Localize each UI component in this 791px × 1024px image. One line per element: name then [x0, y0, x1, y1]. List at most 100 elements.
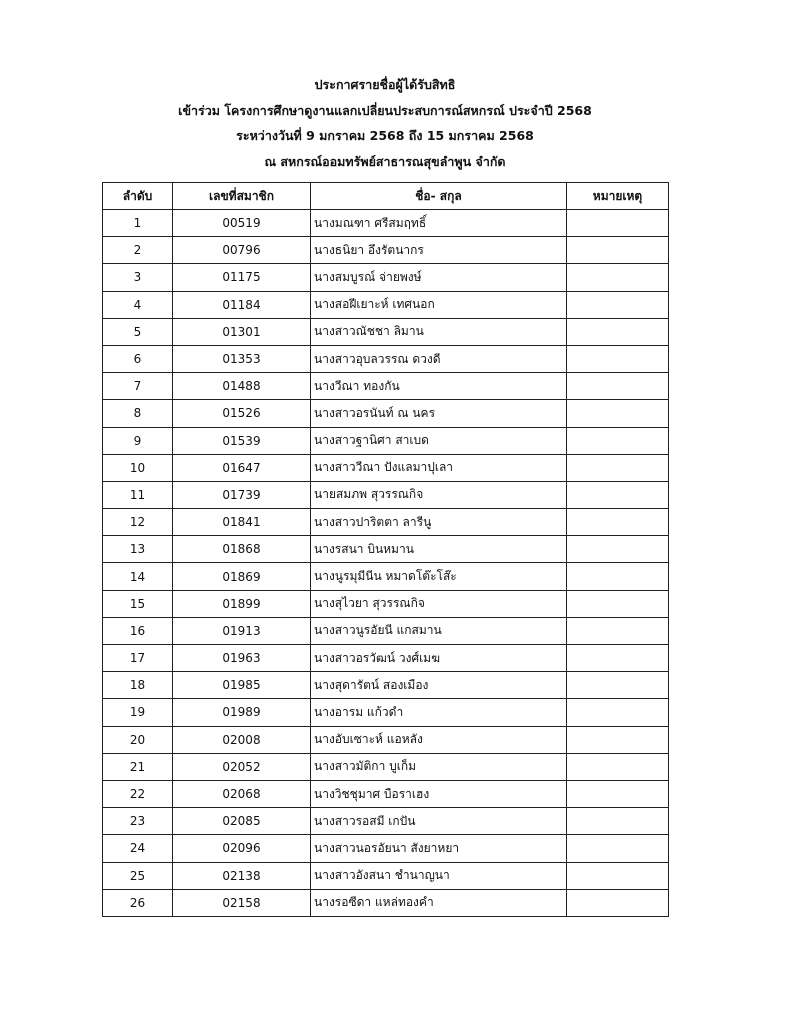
cell-member-number: 01841 [172, 508, 311, 537]
cell-name: นางวีณา ทองกัน [310, 372, 567, 401]
table-row: 5 01301 นางสาวณัชชา ลิมาน [102, 317, 669, 346]
cell-remark [566, 426, 669, 455]
cell-name: นางสาวณัชชา ลิมาน [310, 317, 567, 346]
cell-name: นางสาวอังสนา ชำนาญนา [310, 861, 567, 890]
cell-name: นางสาวรอสมี เกปัน [310, 807, 567, 836]
cell-order: 20 [102, 725, 173, 754]
cell-remark [566, 453, 669, 482]
cell-remark [566, 589, 669, 618]
header-name: ชื่อ- สกุล [310, 182, 567, 210]
cell-member-number: 02008 [172, 725, 311, 754]
cell-name: นางสาวมัติกา บูเก็ม [310, 752, 567, 781]
header-remark: หมายเหตุ [566, 182, 669, 210]
table-row: 8 01526 นางสาวอรนันท์ ณ นคร [102, 399, 669, 428]
cell-order: 25 [102, 861, 173, 890]
cell-remark [566, 807, 669, 836]
table-row: 18 01985 นางสุดารัตน์ สองเมือง [102, 671, 669, 700]
cell-member-number: 01989 [172, 698, 311, 727]
cell-order: 2 [102, 236, 173, 265]
cell-order: 21 [102, 752, 173, 781]
cell-order: 3 [102, 263, 173, 292]
cell-member-number: 01301 [172, 317, 311, 346]
table-row: 3 01175 นางสมบูรณ์ จ่ายพงษ์ [102, 263, 669, 292]
table-row: 10 01647 นางสาววีณา ปังแลมาปุเลา [102, 453, 669, 482]
cell-remark [566, 208, 669, 238]
table-row: 13 01868 นางรสนา บินหมาน [102, 535, 669, 564]
cell-remark [566, 508, 669, 537]
cell-member-number: 02096 [172, 834, 311, 863]
cell-remark [566, 725, 669, 754]
cell-member-number: 01868 [172, 535, 311, 564]
cell-remark [566, 344, 669, 374]
cell-member-number: 01913 [172, 616, 311, 646]
cell-name: นางสาวนอรอัยนา สังยาหยา [310, 834, 567, 863]
cell-name: นางรสนา บินหมาน [310, 535, 567, 564]
cell-name: นางมณฑา ศรีสมฤทธิ์ [310, 208, 567, 238]
cell-remark [566, 480, 669, 510]
cell-remark [566, 317, 669, 346]
cell-remark [566, 779, 669, 809]
cell-remark [566, 562, 669, 591]
table-row: 24 02096 นางสาวนอรอัยนา สังยาหยา [102, 834, 669, 863]
cell-order: 12 [102, 508, 173, 537]
table-row: 12 01841 นางสาวปาริตตา ลารีนู [102, 508, 669, 537]
table-row: 7 01488 นางวีณา ทองกัน [102, 372, 669, 401]
title-line-2: เข้าร่วม โครงการศึกษาดูงานแลกเปลี่ยนประส… [178, 102, 592, 118]
cell-member-number: 01899 [172, 589, 311, 618]
cell-order: 19 [102, 698, 173, 727]
cell-name: นางสอฝีเยาะห์ เทศนอก [310, 290, 567, 319]
table-row: 1 00519 นางมณฑา ศรีสมฤทธิ์ [102, 208, 669, 238]
cell-remark [566, 535, 669, 564]
cell-order: 13 [102, 535, 173, 564]
table-row: 4 01184 นางสอฝีเยาะห์ เทศนอก [102, 290, 669, 319]
cell-name: นางอับเซาะห์ แอหลัง [310, 725, 567, 754]
cell-remark [566, 263, 669, 292]
cell-remark [566, 888, 669, 917]
cell-order: 8 [102, 399, 173, 428]
cell-member-number: 01985 [172, 671, 311, 700]
cell-remark [566, 834, 669, 863]
cell-name: นางสาวนูรอัยนี แกสมาน [310, 616, 567, 646]
cell-order: 15 [102, 589, 173, 618]
cell-order: 26 [102, 888, 173, 917]
cell-name: นางรอซีดา แหล่ทองคำ [310, 888, 567, 917]
cell-member-number: 01488 [172, 372, 311, 401]
cell-order: 14 [102, 562, 173, 591]
cell-name: นางสาวอรวัฒน์ วงศ์เมฆ [310, 643, 567, 673]
member-table: ลำดับ เลขที่สมาชิก ชื่อ- สกุล หมายเหตุ 1… [102, 182, 669, 917]
cell-member-number: 01739 [172, 480, 311, 510]
cell-member-number: 01647 [172, 453, 311, 482]
cell-name: นางอารม แก้วดำ [310, 698, 567, 727]
table-row: 20 02008 นางอับเซาะห์ แอหลัง [102, 725, 669, 754]
cell-remark [566, 861, 669, 890]
cell-member-number: 02158 [172, 888, 311, 917]
cell-order: 16 [102, 616, 173, 646]
cell-member-number: 01526 [172, 399, 311, 428]
cell-name: นางสาวอุบลวรรณ ดวงดี [310, 344, 567, 374]
title-line-4: ณ สหกรณ์ออมทรัพย์สาธารณสุขลำพูน จำกัด [264, 153, 506, 169]
table-row: 22 02068 นางวิชชุมาศ บือราเฮง [102, 779, 669, 809]
cell-name: นางนูรมุมีนีน หมาดโต๊ะโส๊ะ [310, 562, 567, 591]
cell-name: นางสมบูรณ์ จ่ายพงษ์ [310, 263, 567, 292]
table-row: 2 00796 นางธนิยา อึงรัตนากร [102, 236, 669, 265]
cell-remark [566, 698, 669, 727]
table-row: 16 01913 นางสาวนูรอัยนี แกสมาน [102, 616, 669, 646]
table-row: 23 02085 นางสาวรอสมี เกปัน [102, 807, 669, 836]
cell-name: นายสมภพ สุวรรณกิจ [310, 480, 567, 510]
document-header: ประกาศรายชื่อผู้ได้รับสิทธิ เข้าร่วม โคร… [0, 72, 770, 174]
table-row: 25 02138 นางสาวอังสนา ชำนาญนา [102, 861, 669, 890]
cell-member-number: 01869 [172, 562, 311, 591]
cell-member-number: 02085 [172, 807, 311, 836]
cell-remark [566, 372, 669, 401]
table-row: 19 01989 นางอารม แก้วดำ [102, 698, 669, 727]
cell-member-number: 01353 [172, 344, 311, 374]
cell-order: 23 [102, 807, 173, 836]
cell-member-number: 01175 [172, 263, 311, 292]
cell-member-number: 02052 [172, 752, 311, 781]
title-line-3: ระหว่างวันที่ 9 มกราคม 2568 ถึง 15 มกราค… [236, 128, 534, 143]
cell-member-number: 00519 [172, 208, 311, 238]
cell-order: 1 [102, 208, 173, 238]
header-order: ลำดับ [102, 182, 173, 210]
title-line-1: ประกาศรายชื่อผู้ได้รับสิทธิ [314, 77, 456, 92]
cell-name: นางสาวปาริตตา ลารีนู [310, 508, 567, 537]
